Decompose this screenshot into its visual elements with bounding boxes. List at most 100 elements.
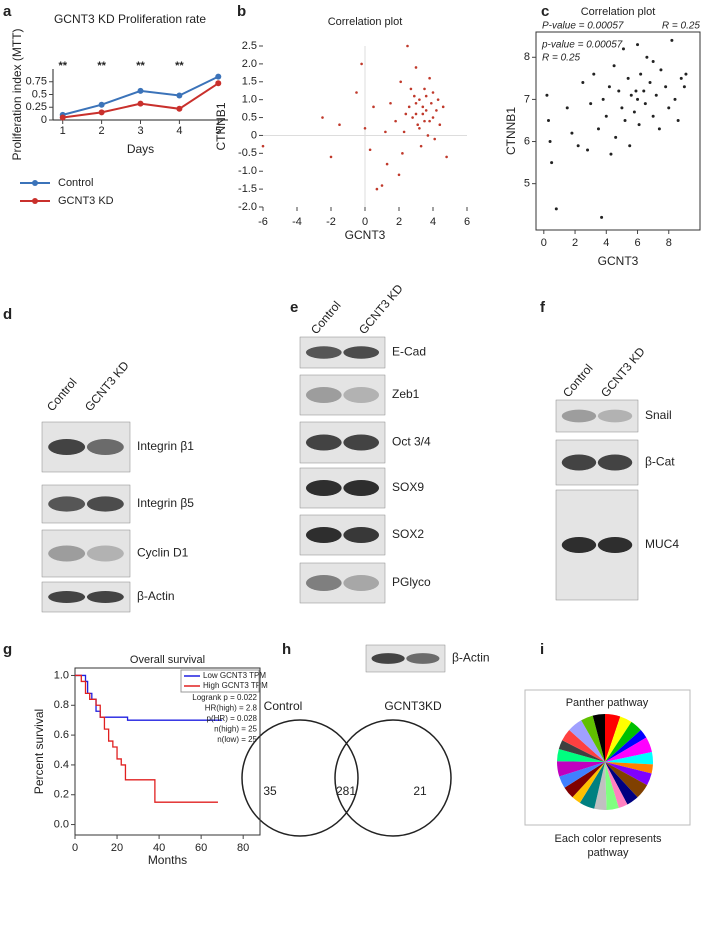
legend-frame bbox=[180, 669, 260, 693]
panel-letter: i bbox=[540, 641, 544, 658]
x-tick-label: 4 bbox=[430, 216, 436, 228]
stat-annotation: p-value = 0.00057 bbox=[541, 40, 623, 51]
data-point bbox=[546, 118, 550, 122]
data-point bbox=[380, 184, 384, 187]
pie-slice bbox=[557, 748, 605, 762]
data-point bbox=[636, 97, 640, 101]
series-line bbox=[62, 75, 219, 116]
data-point bbox=[137, 87, 144, 94]
panel-letter: g bbox=[3, 641, 12, 658]
band-label: SOX9 bbox=[392, 480, 424, 494]
pie-slice bbox=[605, 762, 638, 805]
pie-slice bbox=[579, 762, 605, 809]
pie-slice bbox=[558, 740, 605, 762]
data-point bbox=[667, 106, 671, 110]
data-point bbox=[639, 72, 643, 76]
panel-letter: f bbox=[540, 299, 546, 316]
pie-slice bbox=[605, 762, 652, 786]
x-tick-label: 1 bbox=[60, 125, 66, 137]
blot-band bbox=[343, 527, 380, 543]
y-tick-label: 5 bbox=[524, 178, 530, 190]
data-point bbox=[576, 144, 580, 148]
lane-label: Control bbox=[44, 375, 80, 414]
data-point bbox=[424, 94, 428, 98]
pie-slice bbox=[564, 762, 605, 798]
x-tick-label: -2 bbox=[326, 216, 336, 228]
data-point bbox=[431, 91, 435, 94]
x-tick-label: 0 bbox=[541, 237, 547, 249]
stat-annotation: p(HR) = 0.028 bbox=[207, 714, 258, 723]
pie-caption: Each color represents pathway bbox=[554, 833, 662, 859]
blot-panel bbox=[299, 374, 386, 416]
y-tick-label: 0.4 bbox=[54, 759, 69, 771]
data-point bbox=[338, 123, 341, 127]
data-point bbox=[406, 44, 409, 48]
blot-band bbox=[406, 653, 440, 664]
data-point bbox=[664, 85, 668, 89]
data-point bbox=[612, 64, 616, 68]
venn-count: 35 bbox=[263, 784, 277, 798]
y-tick-label: 0 bbox=[41, 114, 47, 126]
x-tick-label: -4 bbox=[292, 216, 302, 228]
significance-mark: ** bbox=[175, 60, 184, 72]
data-point bbox=[389, 101, 392, 105]
lane-label: Control bbox=[560, 361, 596, 400]
lane-label: GCNT3 KD bbox=[82, 358, 132, 414]
y-tick-label: 1.0 bbox=[242, 94, 257, 106]
data-point bbox=[436, 98, 440, 101]
data-point bbox=[604, 114, 608, 118]
x-axis-label: GCNT3 bbox=[598, 254, 639, 268]
y-tick-label: -0.5 bbox=[238, 147, 257, 159]
x-tick-label: 0 bbox=[72, 842, 78, 854]
data-point bbox=[548, 140, 552, 144]
data-point bbox=[550, 161, 554, 165]
data-point bbox=[384, 130, 387, 134]
pie-slice bbox=[605, 762, 619, 810]
data-point bbox=[565, 106, 569, 110]
band-label: Integrin β1 bbox=[137, 439, 194, 453]
chart-title: GCNT3 KD Proliferation rate bbox=[53, 12, 207, 26]
x-tick-label: 80 bbox=[237, 842, 249, 854]
panel-letter: c bbox=[541, 3, 549, 20]
data-point bbox=[418, 98, 421, 101]
data-point bbox=[421, 112, 425, 116]
data-point bbox=[394, 119, 397, 123]
blot-band bbox=[86, 591, 124, 603]
data-point bbox=[329, 155, 333, 159]
data-point bbox=[620, 106, 624, 110]
data-point bbox=[684, 72, 688, 76]
x-tick-label: 6 bbox=[634, 237, 640, 249]
x-tick-label: 40 bbox=[153, 842, 165, 854]
y-tick-label: 0.2 bbox=[54, 789, 69, 801]
data-point bbox=[545, 93, 549, 97]
data-point bbox=[98, 101, 105, 108]
data-point bbox=[445, 155, 448, 159]
blot-band bbox=[561, 537, 597, 553]
blot-band bbox=[343, 575, 380, 591]
legend-marker bbox=[32, 198, 38, 204]
data-point bbox=[637, 123, 641, 127]
blot-band bbox=[305, 527, 342, 543]
data-point bbox=[441, 105, 445, 109]
data-point bbox=[614, 135, 618, 139]
y-tick-label: 8 bbox=[524, 51, 530, 63]
x-tick-label: 6 bbox=[464, 216, 470, 228]
pie-slice bbox=[605, 714, 621, 762]
blot-band bbox=[343, 346, 380, 359]
pie-slice bbox=[572, 762, 605, 803]
blot-band bbox=[86, 545, 124, 562]
blot-band bbox=[305, 346, 342, 359]
caption-box: Each color represents pathway bbox=[554, 833, 662, 859]
x-tick-label: 3 bbox=[137, 125, 143, 137]
data-point bbox=[98, 109, 105, 116]
pie-slice bbox=[605, 751, 653, 765]
x-tick-label: 2 bbox=[99, 125, 105, 137]
x-tick-label: -6 bbox=[258, 216, 268, 228]
blot-band bbox=[597, 454, 633, 471]
pie-slice bbox=[605, 721, 641, 762]
venn-count: 281 bbox=[336, 784, 356, 798]
data-point bbox=[428, 76, 431, 80]
y-tick-label: 0.8 bbox=[54, 699, 69, 711]
band-label: Oct 3/4 bbox=[392, 435, 431, 449]
x-tick-label: 4 bbox=[603, 237, 609, 249]
